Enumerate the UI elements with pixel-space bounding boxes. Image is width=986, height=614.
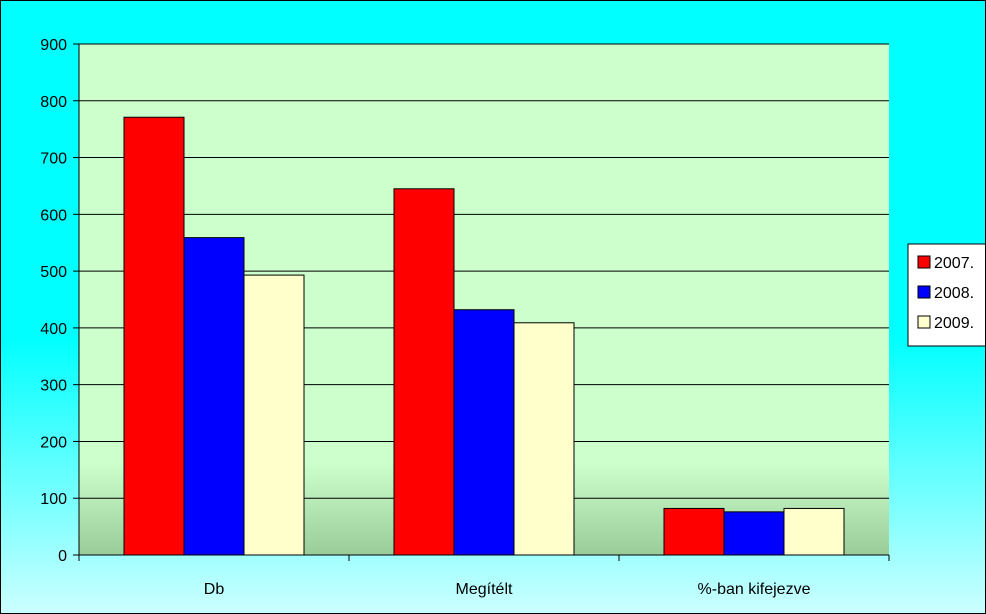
legend-swatch — [917, 315, 931, 329]
y-tick-label: 100 — [40, 491, 67, 508]
legend-swatch — [917, 255, 931, 269]
y-axis-ticks: 0 100 200 300 400 500 600 700 800 900 — [40, 37, 79, 565]
x-category-label: Db — [204, 581, 225, 598]
bar-2008-0 — [183, 237, 245, 556]
bar-2009-2 — [783, 507, 845, 556]
legend-label: 2009. — [934, 315, 974, 332]
legend-swatch — [917, 285, 931, 299]
bar-2009-1 — [513, 322, 575, 556]
x-axis-labels: Db Megítélt %-ban kifejezve — [78, 555, 890, 598]
x-category-label: Megítélt — [456, 581, 513, 598]
bars — [123, 116, 845, 556]
legend-label: 2008. — [934, 285, 974, 302]
bar-2007-1 — [393, 188, 455, 556]
bar-2007-0 — [123, 116, 185, 556]
legend-label: 2007. — [934, 255, 974, 272]
bar-2009-0 — [243, 274, 305, 556]
y-tick-label: 0 — [58, 548, 67, 565]
x-category-label: %-ban kifejezve — [698, 581, 811, 598]
y-tick-label: 500 — [40, 264, 67, 281]
y-tick-label: 900 — [40, 37, 67, 54]
legend: 2007. 2008. 2009. — [907, 243, 985, 347]
y-tick-label: 800 — [40, 94, 67, 111]
bar-2008-2 — [723, 511, 785, 556]
y-tick-label: 700 — [40, 151, 67, 168]
y-tick-label: 600 — [40, 207, 67, 224]
y-tick-label: 200 — [40, 434, 67, 451]
bar-2008-1 — [453, 309, 515, 556]
y-tick-label: 300 — [40, 378, 67, 395]
bar-2007-2 — [663, 507, 725, 556]
axes — [78, 44, 889, 556]
y-tick-label: 400 — [40, 321, 67, 338]
